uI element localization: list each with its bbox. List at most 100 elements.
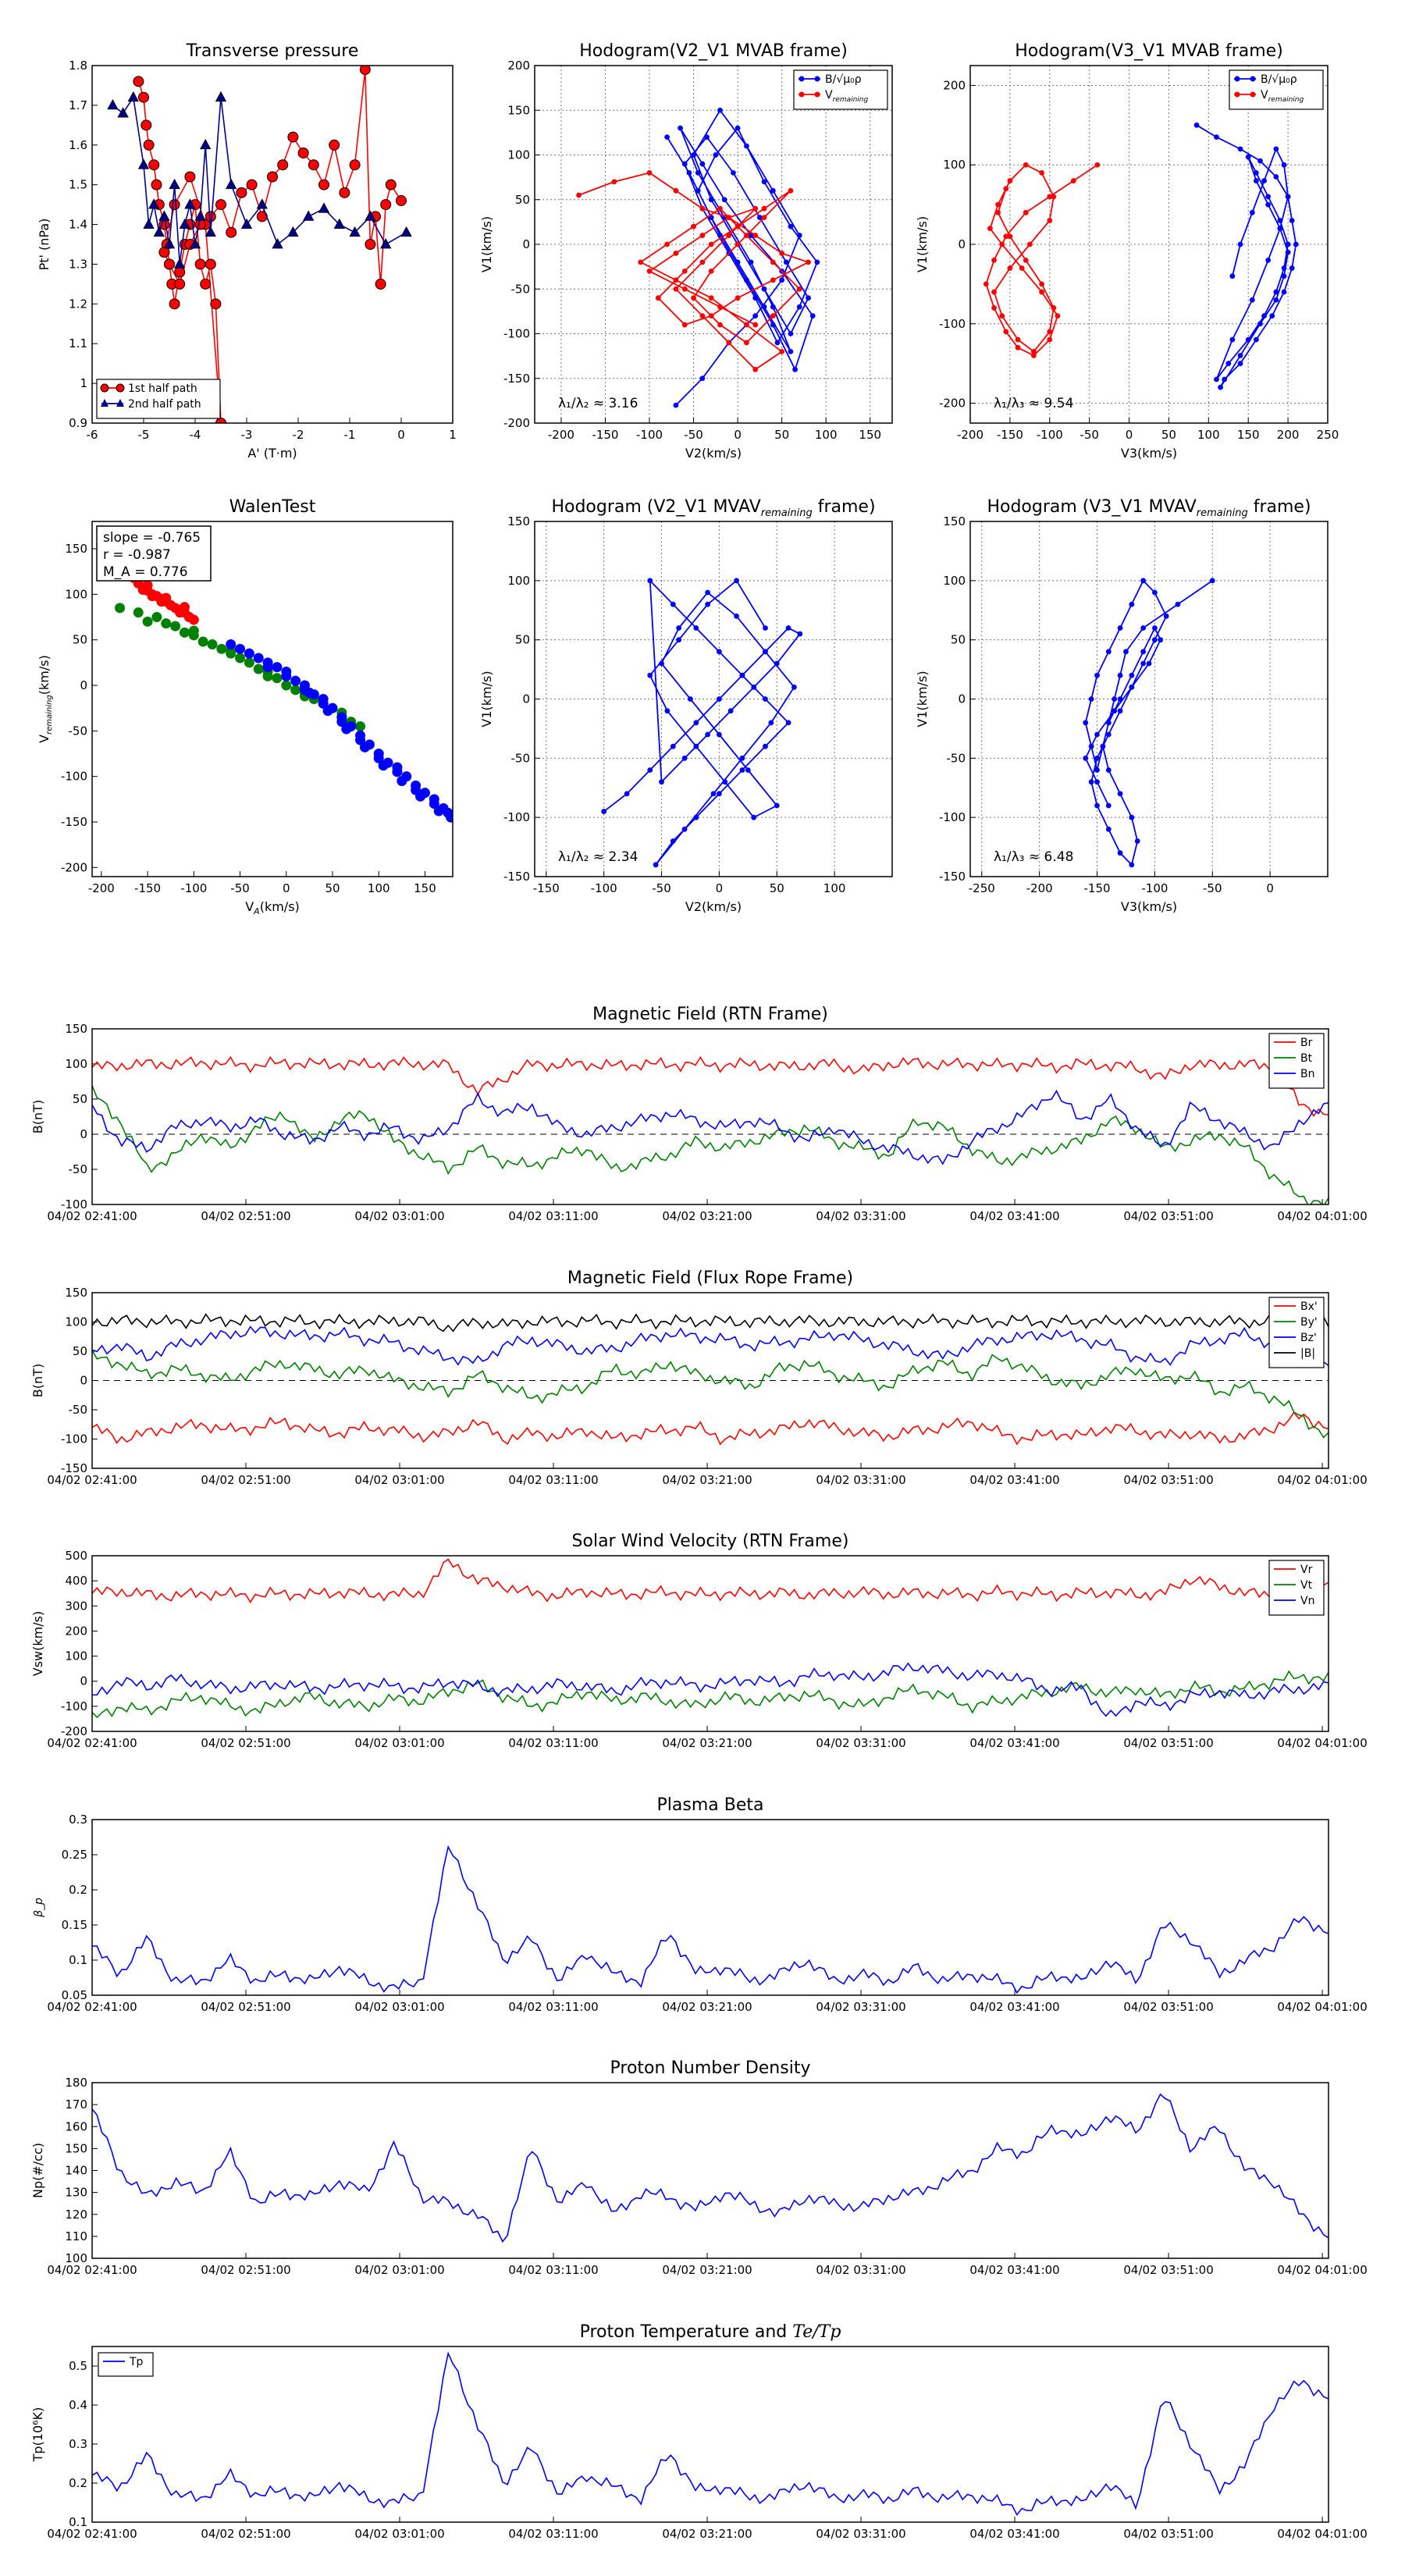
- data-point: [751, 814, 757, 820]
- data-point: [716, 649, 722, 655]
- plot-frame: [91, 1555, 1329, 1732]
- data-point: [169, 199, 180, 211]
- y-tick-label: 50: [73, 1344, 87, 1358]
- data-point: [1245, 154, 1251, 160]
- legend-marker: [100, 383, 109, 393]
- data-point: [792, 366, 799, 372]
- data-point: [1039, 289, 1044, 295]
- y-tick-label: 0: [80, 1127, 87, 1141]
- data-point: [1051, 194, 1057, 200]
- x-tick-label: 04/02 02:51:00: [201, 1473, 290, 1487]
- x-tick-label: -200: [957, 428, 984, 442]
- data-point: [1105, 731, 1112, 738]
- data-point: [788, 349, 794, 354]
- y-tick-label: -200: [61, 860, 87, 874]
- data-point: [673, 187, 679, 194]
- data-point: [355, 721, 366, 731]
- data-point: [197, 636, 208, 647]
- data-point: [788, 331, 794, 336]
- legend-label: B/√μ₀ρ: [825, 73, 862, 86]
- data-point: [322, 706, 333, 717]
- y-tick-label: 1.7: [69, 98, 87, 112]
- data-point: [287, 131, 299, 143]
- plot-frame: [91, 2082, 1329, 2259]
- x-tick-label: 04/02 02:41:00: [47, 1736, 137, 1750]
- data-point: [174, 258, 186, 269]
- data-point: [235, 643, 246, 654]
- data-point: [184, 198, 196, 209]
- y-axis-label: V1(km/s): [479, 671, 494, 727]
- x-tick-label: -50: [1203, 881, 1222, 895]
- data-point: [1229, 336, 1236, 343]
- y-tick-label: -150: [503, 372, 530, 386]
- data-point: [380, 199, 392, 211]
- x-tick-label: 04/02 03:21:00: [662, 1473, 752, 1487]
- legend-label: B/√μ₀ρ: [1261, 73, 1297, 86]
- y-axis-label: Pt' (nPa): [37, 219, 52, 271]
- y-tick-label: 1.6: [69, 138, 87, 152]
- data-point: [200, 278, 212, 290]
- data-point: [676, 637, 682, 643]
- legend-frame: [1268, 1297, 1325, 1368]
- data-point: [770, 322, 776, 328]
- y-tick-label: 200: [943, 78, 966, 92]
- x-tick-label: 04/02 04:01:00: [1277, 2000, 1367, 2014]
- data-point: [1265, 201, 1272, 208]
- x-axis-label: V3(km/s): [1121, 446, 1177, 461]
- x-tick-label: 04/02 03:21:00: [662, 2000, 752, 2014]
- y-tick-label: 100: [65, 1315, 87, 1329]
- data-point: [256, 198, 268, 209]
- y-tick-label: -50: [69, 1403, 88, 1417]
- chart-title: WalenTest: [229, 497, 316, 517]
- y-axis-label: Vremaining(km/s): [37, 655, 54, 743]
- data-point: [726, 340, 732, 346]
- y-tick-label: -100: [939, 317, 966, 331]
- data-point: [999, 313, 1005, 318]
- data-point: [1094, 802, 1100, 809]
- chart-panel-walen: -200 -150 -100 -50 0 50 100 150 -200 -150 -100 -50 0…: [37, 521, 454, 916]
- x-tick-label: 04/02 03:01:00: [354, 2527, 444, 2541]
- x-tick-label: 04/02 03:51:00: [1123, 1736, 1213, 1750]
- y-tick-label: 0.4: [69, 2398, 87, 2412]
- x-tick-label: 50: [774, 428, 789, 442]
- x-tick-label: 0: [1126, 428, 1133, 442]
- data-point: [1047, 329, 1053, 335]
- data-point: [329, 139, 340, 151]
- data-point: [215, 91, 227, 102]
- data-point: [380, 238, 392, 249]
- y-tick-label: 50: [951, 633, 966, 647]
- x-tick-label: 04/02 03:11:00: [508, 1736, 598, 1750]
- data-point: [659, 660, 664, 667]
- chart-title-text: Hodogram (V3_V1 MVAVremaining frame): [987, 497, 1311, 519]
- series-line-Vt: [92, 1670, 1329, 1719]
- y-tick-label: 0.2: [69, 1883, 87, 1897]
- data-point: [708, 313, 714, 318]
- x-tick-label: -100: [1141, 881, 1168, 895]
- data-point: [194, 210, 206, 221]
- plot-area: [92, 1820, 1329, 1995]
- legend-marker: [799, 76, 805, 82]
- data-point: [153, 226, 165, 237]
- y-tick-label: 0: [80, 1374, 87, 1388]
- y-tick-label: 150: [65, 542, 87, 556]
- y-tick-label: -200: [61, 1724, 87, 1738]
- data-point: [1151, 625, 1158, 631]
- title-main: Proton Temperature and: [580, 2322, 793, 2342]
- plot-area: [92, 66, 453, 423]
- x-tick-label: -150: [533, 881, 560, 895]
- y-tick-label: 1.8: [69, 59, 87, 73]
- x-tick-label: 150: [414, 881, 436, 895]
- y-axis-label: Vsw(km/s): [30, 1611, 45, 1676]
- chart-panel-hodo_v2v1_mvab: -200 -150 -100 -50 0 50 100 150 -200 -150 -100 -50 0…: [479, 59, 893, 461]
- x-tick-label: 50: [1161, 428, 1176, 442]
- data-point: [763, 743, 768, 749]
- data-point: [290, 685, 301, 696]
- data-point: [739, 672, 745, 678]
- data-point: [1140, 660, 1147, 667]
- plot-area: [92, 2347, 1329, 2522]
- data-point: [756, 215, 763, 221]
- data-point: [205, 211, 216, 222]
- legend-label: Vr: [1300, 1564, 1313, 1576]
- data-point: [691, 223, 696, 229]
- legend-marker: [814, 76, 820, 82]
